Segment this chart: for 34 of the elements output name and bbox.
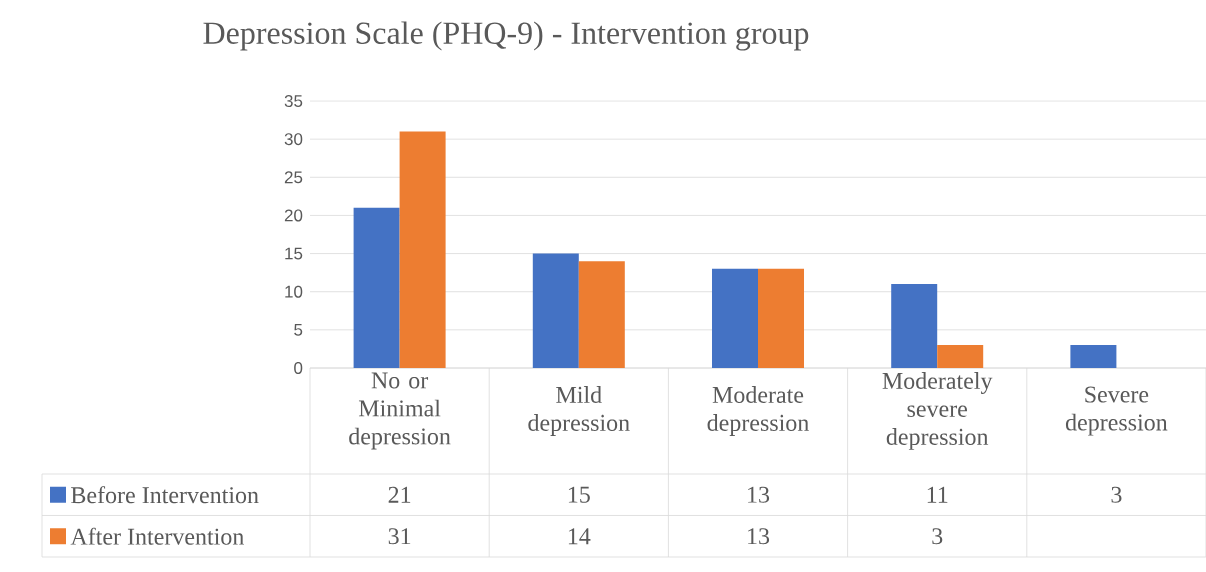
y-tick-label: 30 [284,133,303,146]
x-tick-label: Severe depression [1065,386,1168,436]
data-label: 11 [927,486,948,503]
data-label: 31 [388,528,411,545]
chart-title: Depression Scale (PHQ-9) - Intervention group [203,21,809,51]
bar [1070,345,1117,368]
data-label: 21 [388,486,411,503]
y-tick-label: 15 [285,247,303,260]
y-tick-label: 5 [294,323,303,336]
x-tick-label: Mild depression [528,386,630,436]
bar [758,268,804,368]
legend-label: After Intervention [70,527,244,545]
bar [399,131,446,368]
x-tick-label: No or Minimal depression [349,372,451,450]
y-tick-label: 20 [284,209,303,222]
y-tick-label: 35 [284,94,303,108]
bar [532,253,579,368]
data-label: 3 [932,528,943,545]
bar [712,268,759,368]
data-label: 13 [748,486,770,503]
data-label: 14 [568,528,591,545]
bar [937,345,984,368]
y-tick-label: 0 [294,361,303,374]
legend-label: Before Intervention [71,486,259,504]
data-label: 13 [748,528,770,545]
x-tick-label: Moderate depression [707,386,809,436]
x-tick-label: Moderately severe depression [882,372,993,450]
data-label: 15 [568,486,590,503]
bar [353,207,400,368]
bar [891,284,938,368]
bar [578,261,625,368]
y-tick-label: 25 [284,171,303,184]
data-label: 3 [1111,486,1122,503]
y-tick-label: 10 [285,285,303,298]
